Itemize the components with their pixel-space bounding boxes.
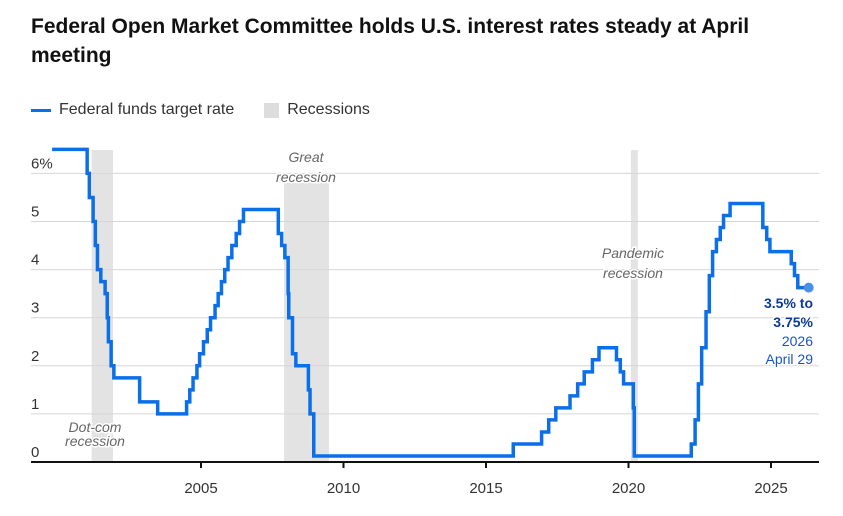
y-tick-label: 3	[31, 300, 39, 317]
recession-label: recession	[65, 433, 125, 449]
x-tick-label: 2005	[184, 480, 217, 497]
recession-label: recession	[276, 169, 336, 185]
legend-recession-swatch	[264, 102, 280, 118]
latest-annotation: 2026	[782, 333, 813, 349]
recession-label: Pandemic	[602, 245, 664, 261]
recession-band	[630, 150, 638, 462]
y-tick-label: 5	[31, 204, 39, 221]
y-tick-label: 2	[31, 348, 39, 365]
legend: Federal funds target rate Recessions	[31, 101, 370, 119]
rate-line	[52, 147, 809, 458]
x-tick-label: 2015	[469, 480, 502, 497]
recession-label: Dot-com	[69, 419, 122, 435]
latest-annotation: April 29	[766, 351, 814, 367]
y-tick-label: 0	[31, 444, 39, 461]
chart-title: Federal Open Market Committee holds U.S.…	[31, 15, 750, 67]
latest-point	[803, 282, 814, 293]
legend-label-rate: Federal funds target rate	[59, 101, 235, 118]
x-tick-label: 2020	[612, 480, 645, 497]
latest-annotation: 3.5% to	[764, 295, 813, 311]
y-tick-label: 1	[31, 396, 39, 413]
x-tick-label: 2010	[327, 480, 360, 497]
x-tick-label: 2025	[754, 480, 787, 497]
recession-label: recession	[603, 265, 663, 281]
y-tick-label: 4	[31, 252, 39, 269]
legend-line-swatch	[31, 108, 51, 112]
legend-label-recessions: Recessions	[287, 101, 370, 118]
latest-annotation: 3.75%	[773, 314, 813, 330]
recession-label: Great	[288, 149, 324, 165]
y-tick-label: 6%	[31, 155, 53, 172]
